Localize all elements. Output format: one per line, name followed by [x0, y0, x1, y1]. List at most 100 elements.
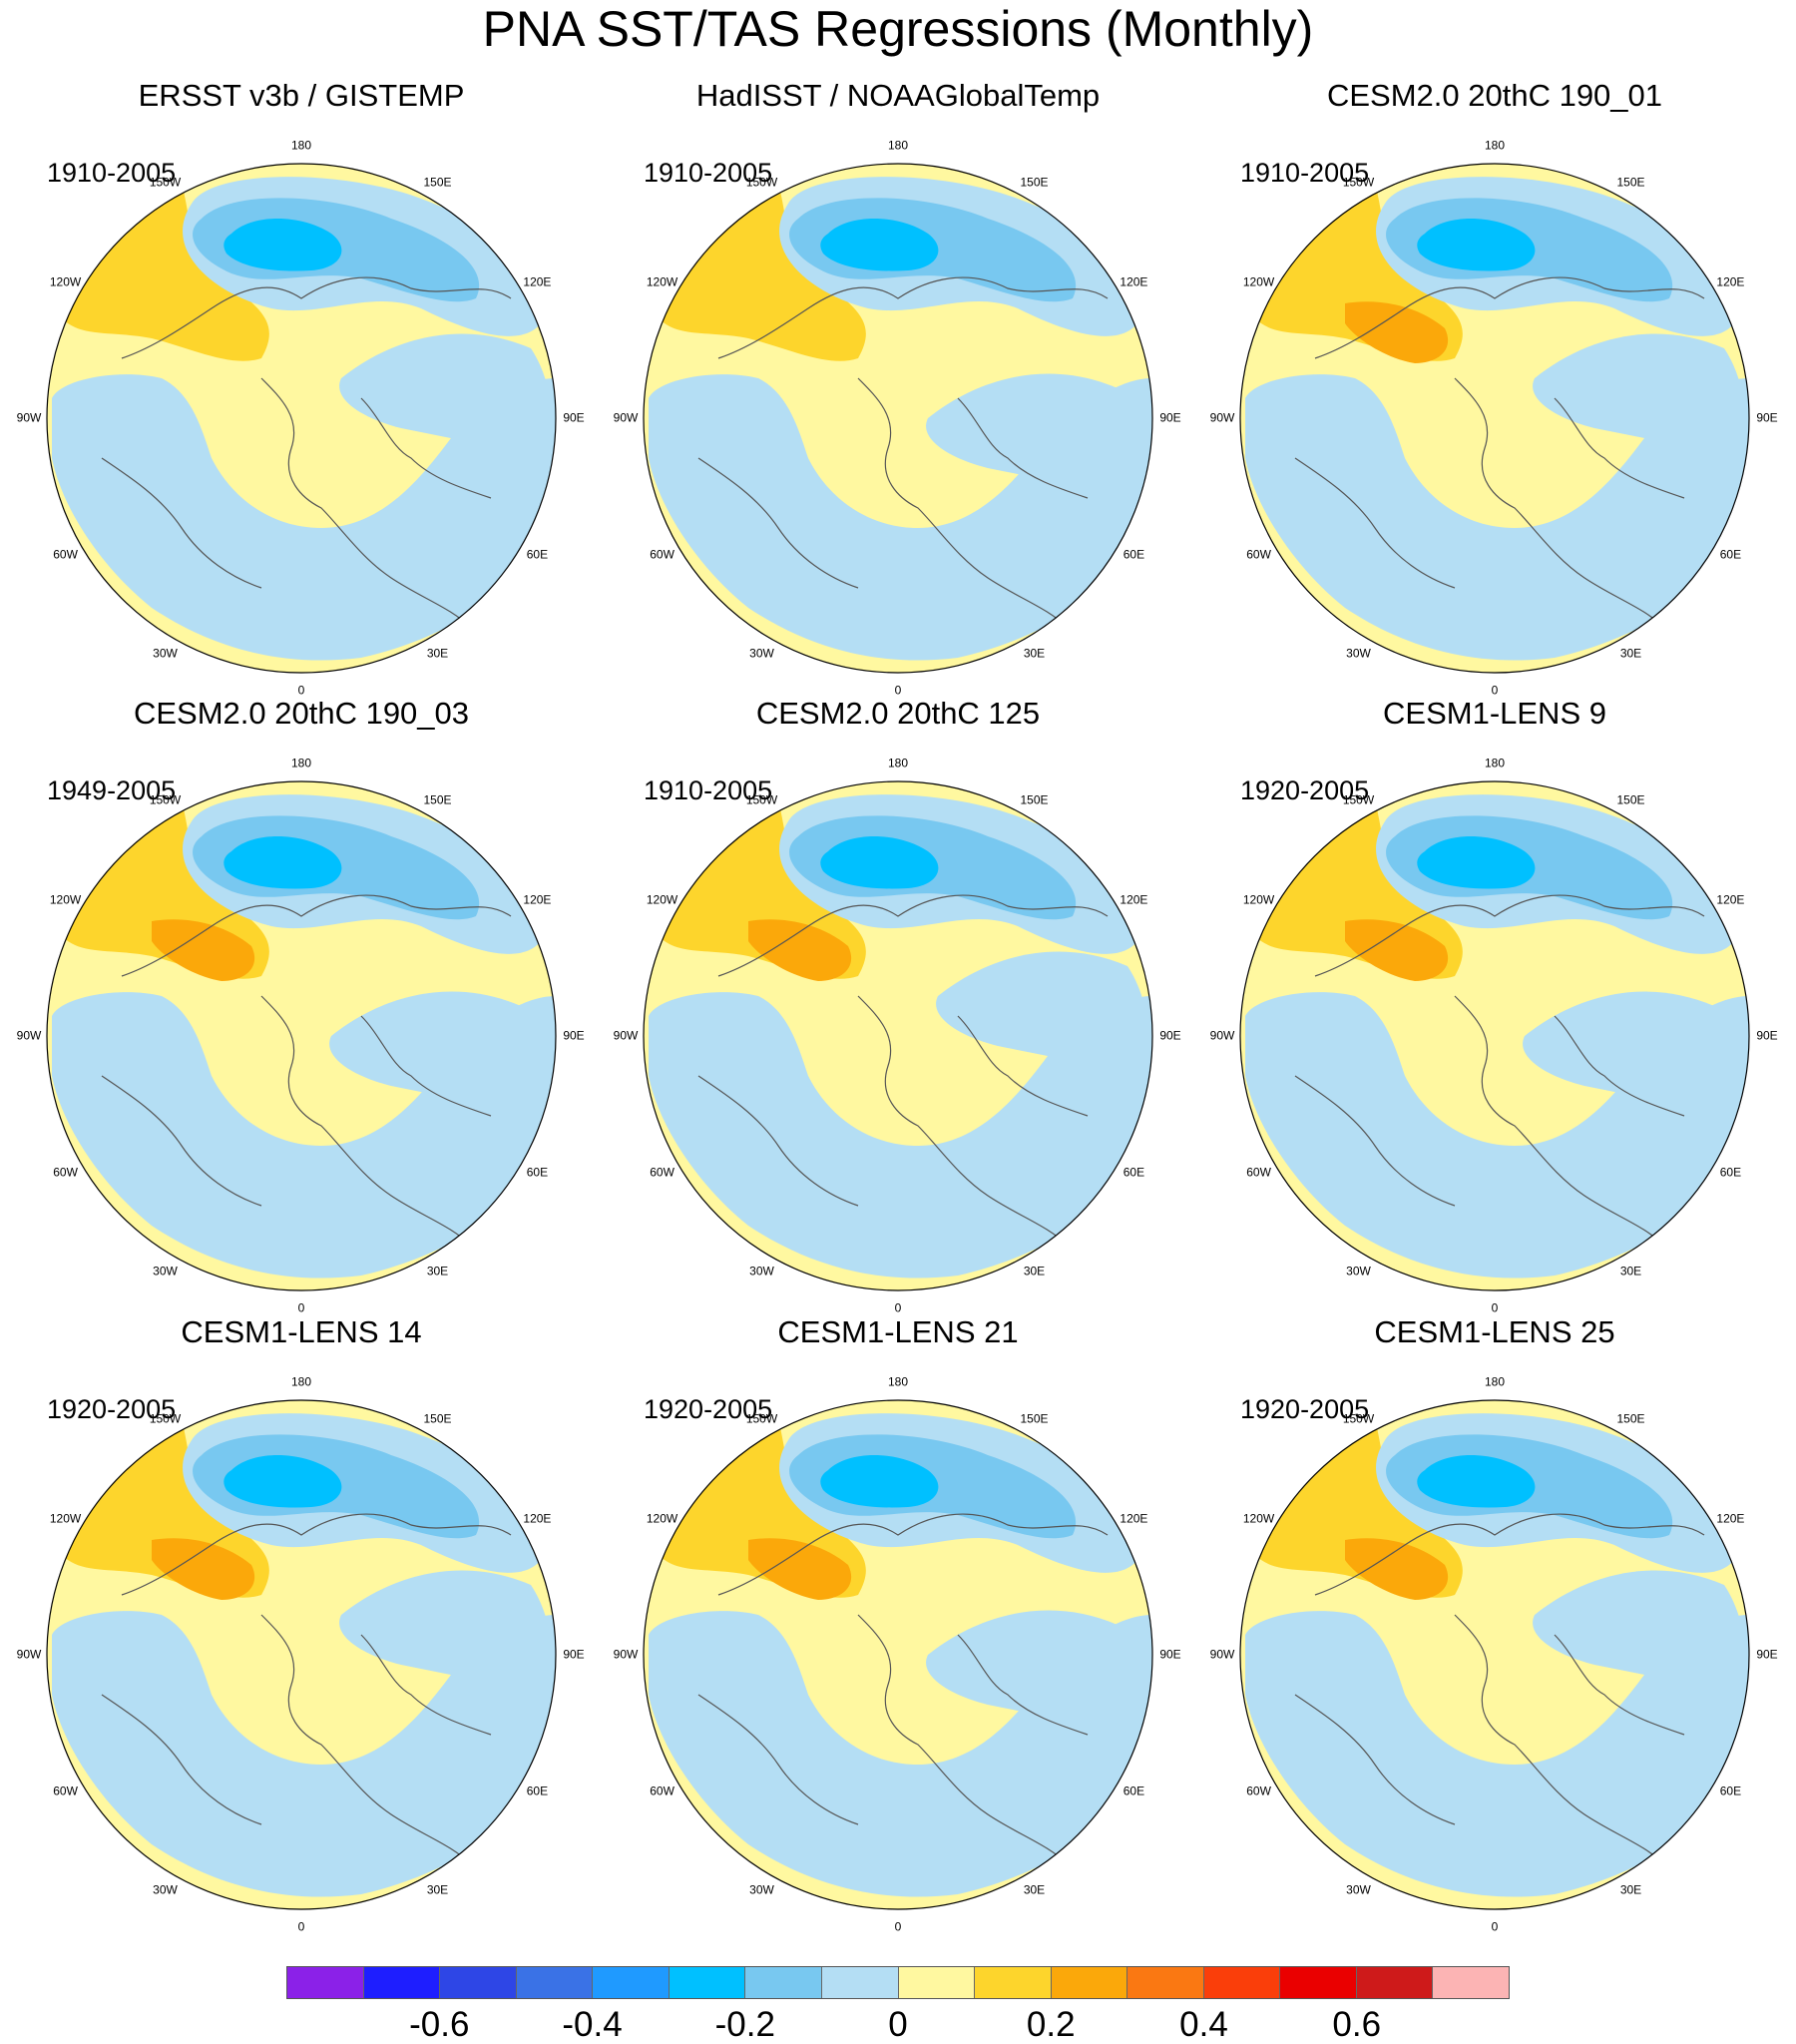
negative-anomaly-region — [1533, 1570, 1746, 1695]
map-border — [1239, 1399, 1750, 1910]
panel-title: CESM1-LENS 9 — [1383, 696, 1606, 731]
longitude-label: 180 — [887, 756, 909, 770]
negative-anomaly-region — [649, 1611, 1152, 1897]
negative-anomaly-region — [1245, 992, 1749, 1278]
panel-period: 1920-2005 — [1240, 1394, 1370, 1424]
colorbar-box — [516, 1967, 594, 1998]
colorbar-tick-label: 0.2 — [1026, 2005, 1076, 2044]
longitude-label: 30E — [1619, 646, 1642, 661]
pacific-low-core — [1417, 1455, 1536, 1508]
longitude-label: 30W — [749, 1882, 774, 1897]
polar-map-8 — [643, 1399, 1153, 1910]
pacific-low-core — [224, 836, 342, 889]
pacific-low-core — [1417, 219, 1536, 271]
longitude-label: 90W — [613, 1647, 639, 1662]
longitude-label: 180 — [1484, 756, 1506, 770]
longitude-label: 180 — [1484, 138, 1506, 153]
panel-title: CESM1-LENS 14 — [181, 1314, 422, 1349]
negative-anomaly-region — [936, 951, 1149, 1076]
polar-map-7 — [46, 1399, 557, 1910]
longitude-label: 150E — [423, 792, 452, 807]
negative-anomaly-region — [926, 373, 1139, 498]
longitude-label: 30E — [1619, 1882, 1642, 1897]
longitude-label: 90E — [1159, 1028, 1181, 1043]
longitude-label: 60E — [1122, 547, 1145, 561]
panel-period: 1920-2005 — [47, 1394, 177, 1424]
colorbar-tick-label: 0.4 — [1179, 2005, 1228, 2044]
coastlines — [1294, 1513, 1705, 1865]
longitude-label: 150E — [423, 175, 452, 190]
longitude-label: 60W — [650, 1784, 674, 1797]
longitude-label: 150E — [1020, 792, 1049, 807]
longitude-label: 0 — [297, 1300, 305, 1315]
longitude-label: 60W — [1246, 1784, 1271, 1797]
pacific-low-core — [224, 219, 342, 271]
polar-map-3 — [1239, 163, 1750, 674]
longitude-label: 30E — [1619, 1264, 1642, 1278]
colorbar-tick-label: -0.4 — [562, 2005, 623, 2044]
longitude-label: 150W — [149, 792, 182, 807]
pacific-low-core — [1417, 836, 1536, 889]
longitude-label: 120E — [1120, 892, 1148, 906]
longitude-label: 120W — [646, 1511, 678, 1525]
coastlines — [101, 1513, 512, 1865]
colorbar-box — [1127, 1967, 1204, 1998]
longitude-label: 120E — [1716, 892, 1745, 906]
panel-title: CESM2.0 20thC 125 — [755, 696, 1041, 731]
longitude-label: 150E — [423, 1411, 452, 1426]
coastlines — [101, 276, 512, 629]
longitude-label: 150W — [149, 175, 182, 190]
figure-title: PNA SST/TAS Regressions (Monthly) — [482, 1, 1314, 57]
longitude-label: 120W — [1242, 892, 1275, 906]
colorbar-box — [593, 1967, 670, 1998]
map-border — [1239, 163, 1750, 674]
longitude-label: 150E — [1020, 175, 1049, 190]
panel-period: 1910-2005 — [1240, 158, 1370, 188]
map-border — [46, 1399, 557, 1910]
colorbar-box — [1280, 1967, 1357, 1998]
longitude-label: 180 — [290, 756, 312, 770]
longitude-label: 90W — [613, 410, 639, 425]
negative-anomaly-region — [52, 374, 556, 661]
negative-anomaly-region — [926, 1610, 1139, 1735]
positive-anomaly-core — [748, 1538, 852, 1600]
longitude-label: 60E — [526, 1165, 549, 1179]
longitude-label: 90W — [1209, 1028, 1235, 1043]
longitude-label: 120W — [646, 274, 678, 288]
longitude-label: 90E — [563, 1647, 585, 1662]
colorbar-tick-label: -0.6 — [409, 2005, 470, 2044]
panel-title: CESM1-LENS 21 — [777, 1314, 1019, 1349]
longitude-label: 90W — [16, 410, 42, 425]
longitude-label: 60W — [1246, 547, 1271, 561]
colorbar-box — [745, 1967, 822, 1998]
pacific-low-core — [820, 836, 939, 889]
longitude-label: 30E — [426, 1882, 449, 1897]
longitude-label: 60E — [1122, 1784, 1145, 1797]
negative-anomaly-region — [52, 1611, 556, 1897]
panel-title: CESM2.0 20thC 190_01 — [1326, 78, 1663, 113]
longitude-label: 120E — [1120, 274, 1148, 288]
colorbar-box — [440, 1967, 517, 1998]
polar-map-9 — [1239, 1399, 1750, 1910]
panel-period: 1920-2005 — [644, 1394, 773, 1424]
negative-anomaly-region — [329, 991, 543, 1116]
longitude-label: 90W — [1209, 410, 1235, 425]
longitude-label: 30W — [153, 646, 178, 661]
longitude-label: 30E — [426, 1264, 449, 1278]
longitude-label: 0 — [297, 1919, 305, 1934]
longitude-label: 120E — [1716, 1511, 1745, 1525]
longitude-label: 30E — [426, 646, 449, 661]
longitude-label: 0 — [1491, 1919, 1499, 1934]
positive-anomaly-core — [152, 1538, 255, 1600]
longitude-label: 60W — [650, 1165, 674, 1179]
coastlines — [101, 894, 512, 1247]
positive-anomaly-core — [1345, 301, 1449, 363]
longitude-label: 150W — [1342, 792, 1375, 807]
panel-period: 1949-2005 — [47, 775, 177, 805]
longitude-label: 60E — [1719, 547, 1742, 561]
panel-period: 1910-2005 — [47, 158, 177, 188]
positive-anomaly-region — [62, 184, 269, 361]
panel-title: CESM1-LENS 25 — [1374, 1314, 1615, 1349]
longitude-label: 90E — [1159, 410, 1181, 425]
longitude-label: 30W — [1346, 1882, 1371, 1897]
